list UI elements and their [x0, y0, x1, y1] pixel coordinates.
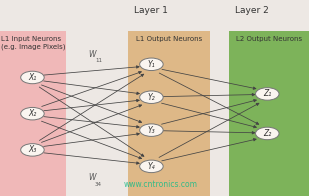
Text: Y₁: Y₁	[148, 60, 155, 69]
Circle shape	[140, 124, 163, 136]
Text: L1 Output Neurons: L1 Output Neurons	[136, 36, 202, 42]
Bar	[229, 31, 309, 196]
Circle shape	[21, 107, 44, 120]
Bar	[0, 31, 66, 196]
Circle shape	[256, 88, 279, 100]
Text: www.cntronics.com: www.cntronics.com	[124, 180, 198, 189]
Text: Layer 1: Layer 1	[134, 6, 168, 15]
Text: X₁: X₁	[28, 73, 36, 82]
Text: Layer 2: Layer 2	[235, 6, 269, 15]
Circle shape	[140, 91, 163, 103]
Text: Y₃: Y₃	[148, 126, 155, 135]
Text: X₂: X₂	[28, 109, 36, 118]
Text: 11: 11	[95, 58, 102, 64]
Text: Z₁: Z₁	[263, 89, 271, 98]
Text: X₃: X₃	[28, 145, 36, 154]
Bar	[128, 31, 210, 196]
Circle shape	[256, 127, 279, 140]
Text: Y₂: Y₂	[148, 93, 155, 102]
Text: Z₂: Z₂	[263, 129, 271, 138]
Circle shape	[21, 144, 44, 156]
Text: W: W	[88, 173, 95, 182]
Text: 34: 34	[95, 182, 102, 187]
Text: L2 Output Neurons: L2 Output Neurons	[236, 36, 302, 42]
Text: W: W	[88, 50, 95, 59]
Circle shape	[140, 160, 163, 173]
Text: L1 Input Neurons
(e.g. Image Pixels): L1 Input Neurons (e.g. Image Pixels)	[1, 36, 66, 50]
Text: Y₄: Y₄	[148, 162, 155, 171]
Circle shape	[21, 71, 44, 84]
Circle shape	[140, 58, 163, 71]
